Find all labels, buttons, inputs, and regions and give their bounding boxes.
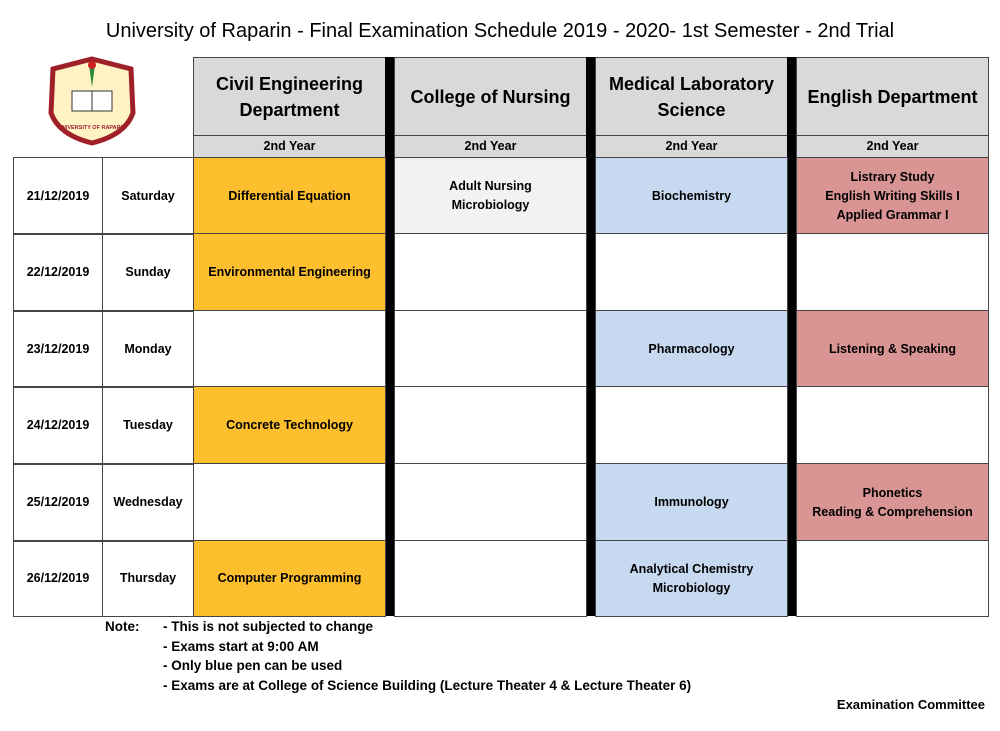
exam-cell: Listening & Speaking: [796, 310, 989, 388]
department-header: College of Nursing: [394, 57, 587, 136]
date-cell: 26/12/2019: [13, 540, 103, 617]
exam-cell: [394, 310, 587, 388]
note-item: - This is not subjected to change: [163, 619, 374, 634]
day-cell: Sunday: [102, 233, 194, 312]
date-cell: 23/12/2019: [13, 310, 103, 388]
cell-line: Reading & Comprehension: [812, 504, 973, 519]
note-label: Note:: [105, 619, 140, 634]
logo-text: UNIVERSITY OF RAPARIN: [58, 125, 126, 131]
cell-line: Concrete Technology: [226, 418, 353, 432]
exam-cell: Environmental Engineering: [193, 233, 386, 312]
year-header: 2nd Year: [796, 135, 989, 158]
exam-cell: [394, 386, 587, 465]
year-header: 2nd Year: [595, 135, 788, 158]
cell-line: Medical Laboratory: [608, 73, 775, 94]
cell-line: Science: [657, 99, 726, 120]
year-header: 2nd Year: [193, 135, 386, 158]
note-item: - Exams are at College of Science Buildi…: [163, 677, 692, 693]
exam-cell: Pharmacology: [595, 310, 788, 388]
exam-cell: Differential Equation: [193, 157, 386, 235]
exam-cell: Immunology: [595, 463, 788, 542]
column-divider: [586, 57, 596, 616]
exam-cell: Computer Programming: [193, 540, 386, 617]
cell-line: Pharmacology: [648, 341, 735, 356]
cell-line: College of Nursing: [410, 86, 571, 107]
exam-cell: [394, 540, 587, 617]
cell-line: Microbiology: [652, 580, 731, 595]
exam-cell: Adult Nursing Microbiology: [394, 157, 587, 235]
cell-line: Computer Programming: [217, 571, 362, 585]
cell-line: Differential Equation: [228, 188, 351, 203]
exam-cell: [193, 310, 386, 388]
cell-line: Analytical Chemistry: [629, 561, 754, 576]
exam-cell: Analytical Chemistry Microbiology: [595, 540, 788, 617]
exam-cell: [595, 386, 788, 465]
exam-cell: [796, 386, 989, 465]
exam-cell: Phonetics Reading & Comprehension: [796, 463, 989, 542]
department-header: Civil Engineering Department: [193, 57, 386, 136]
note-item: - Exams start at 9:00 AM: [163, 638, 319, 654]
column-divider: [385, 57, 395, 616]
department-header: Medical Laboratory Science: [595, 57, 788, 136]
date-cell: 24/12/2019: [13, 386, 103, 465]
cell-line: Department: [239, 99, 340, 120]
logo: UNIVERSITY OF RAPARIN: [48, 56, 136, 146]
exam-cell: Biochemistry: [595, 157, 788, 235]
year-header: 2nd Year: [394, 135, 587, 158]
department-header: English Department: [796, 57, 989, 136]
exam-cell: Listrary Study English Writing Skills I Ap…: [796, 157, 989, 235]
day-cell: Thursday: [102, 540, 194, 617]
column-divider: [787, 57, 797, 616]
cell-line: English Writing Skills I: [825, 188, 960, 203]
cell-line: Listrary Study: [850, 169, 935, 184]
day-cell: Saturday: [102, 157, 194, 235]
cell-line: Civil Engineering: [215, 73, 364, 94]
exam-cell: [796, 233, 989, 312]
exam-cell: [394, 463, 587, 542]
cell-line: Listening & Speaking: [828, 341, 957, 356]
exam-cell: [193, 463, 386, 542]
cell-line: Phonetics: [862, 485, 923, 500]
exam-cell: Concrete Technology: [193, 386, 386, 465]
cell-line: Immunology: [654, 495, 729, 509]
cell-line: English Department: [807, 86, 978, 107]
day-cell: Wednesday: [102, 463, 194, 542]
day-cell: Tuesday: [102, 386, 194, 465]
title: University of Raparin - Final Examinatio…: [105, 20, 895, 42]
cell-line: Biochemistry: [651, 188, 732, 203]
footer: Examination Committee: [836, 697, 985, 712]
cell-line: Environmental Engineering: [208, 265, 371, 279]
date-cell: 22/12/2019: [13, 233, 103, 312]
cell-line: Microbiology: [451, 198, 530, 212]
exam-cell: [595, 233, 788, 312]
cell-line: Applied Grammar I: [836, 207, 949, 222]
day-cell: Monday: [102, 310, 194, 388]
cell-line: Adult Nursing: [449, 179, 532, 193]
exam-cell: [394, 233, 587, 312]
note-item: - Only blue pen can be used: [163, 658, 343, 673]
date-cell: 21/12/2019: [13, 157, 103, 235]
date-cell: 25/12/2019: [13, 463, 103, 542]
exam-cell: [796, 540, 989, 617]
